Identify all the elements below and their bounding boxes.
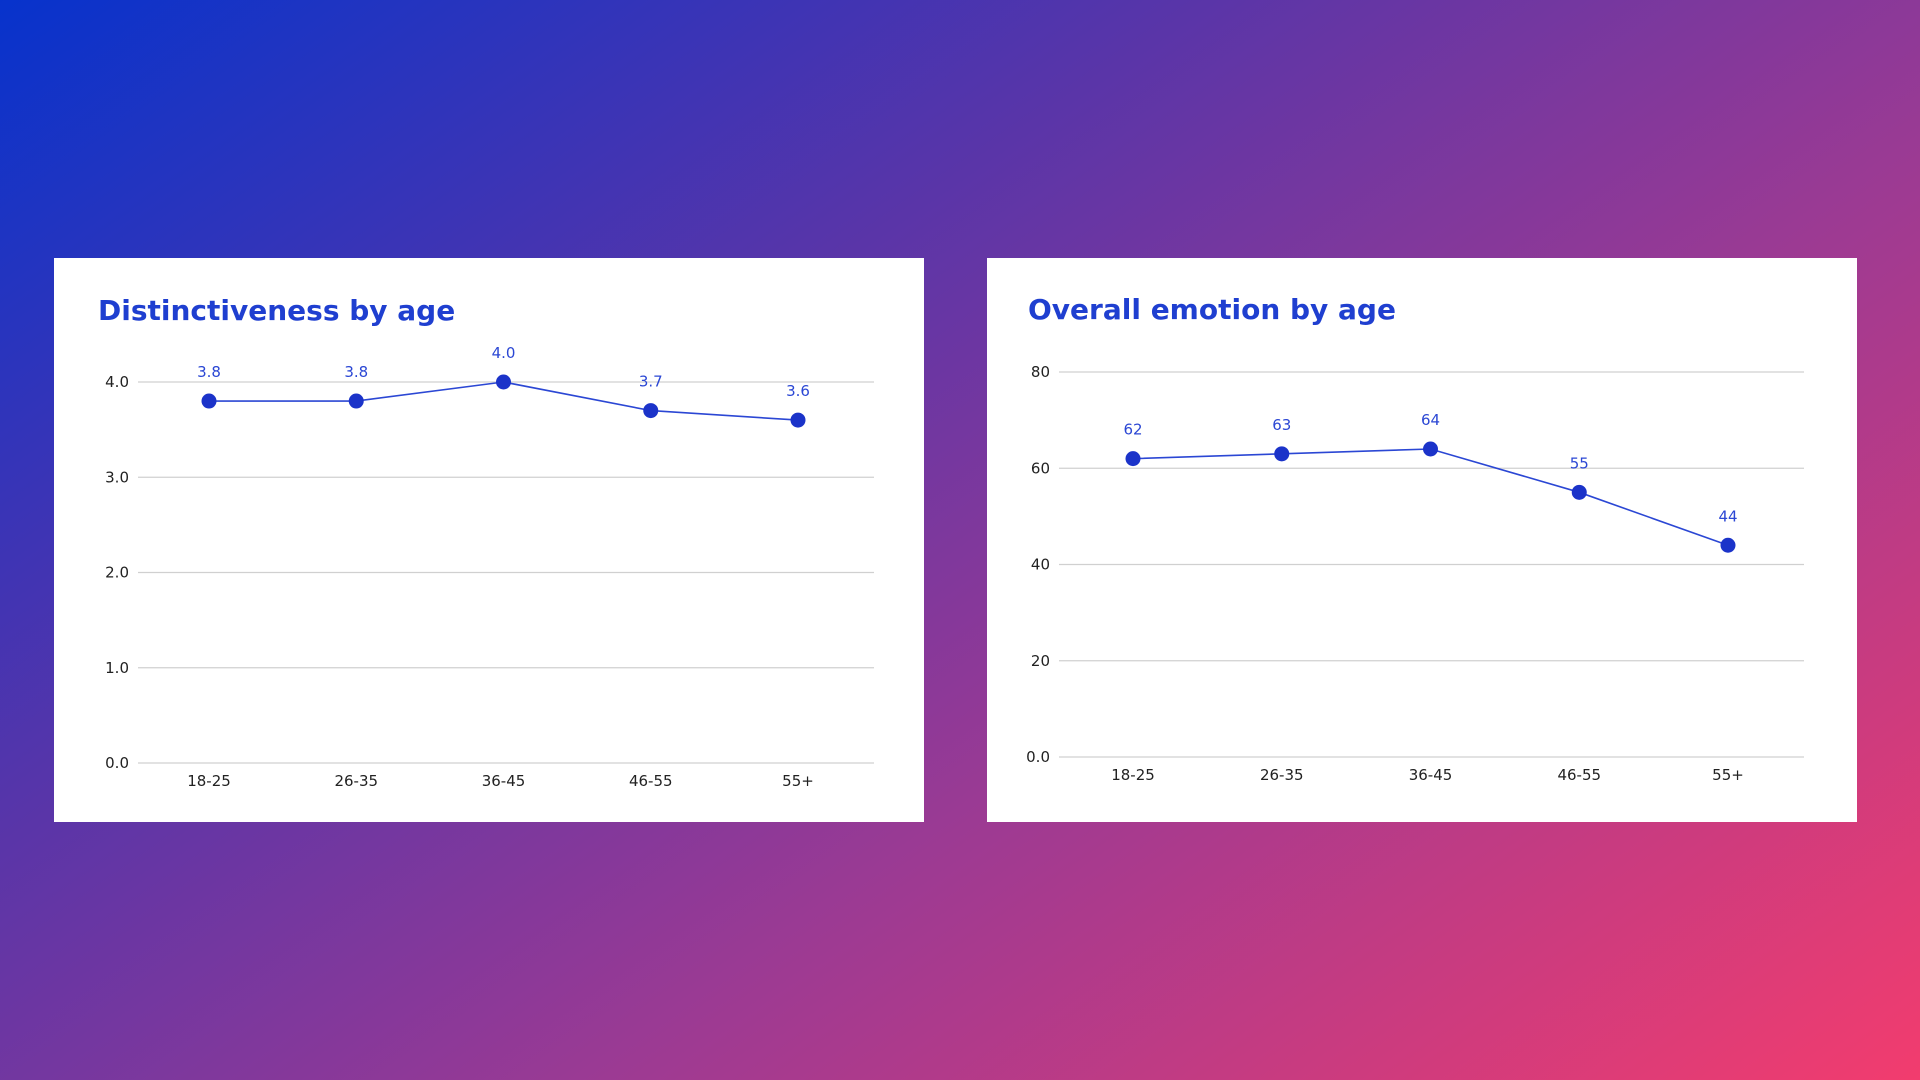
y-tick-label: 80 [1031,363,1050,381]
data-point [790,412,806,428]
series-line [1132,448,1729,547]
x-tick-label: 36-45 [1409,766,1453,784]
x-tick-label: 55+ [1712,766,1744,784]
data-label: 63 [1272,416,1291,434]
distinctiveness-line-chart: 0.0 1.0 2.0 3.0 4.0 18-25 26-35 36-45 46-55 55+ 3.… [105,344,874,790]
y-tick-label: 0.0 [105,754,129,772]
data-label: 4.0 [492,344,516,362]
data-point [1571,484,1587,500]
data-point [348,393,364,409]
x-tick-label: 46-55 [629,772,673,790]
data-label: 55 [1570,454,1589,472]
y-tick-label: 60 [1031,459,1050,477]
x-tick-label: 18-25 [187,772,231,790]
x-tick-label: 36-45 [482,772,526,790]
data-label: 3.6 [786,382,810,400]
y-tick-label: 3.0 [105,468,129,486]
y-tick-label: 2.0 [105,564,129,582]
data-point [643,403,659,419]
overall-emotion-chart-card: Overall emotion by age 0.0 20 40 60 80 18-25 2… [987,258,1857,822]
y-tick-label: 4.0 [105,373,129,391]
data-label: 3.8 [197,363,221,381]
x-tick-label: 18-25 [1111,766,1155,784]
x-tick-label: 46-55 [1557,766,1601,784]
overall-emotion-line-chart: 0.0 20 40 60 80 18-25 26-35 36-45 46-55 55+ 62 63 64… [1026,363,1804,784]
data-point [1274,446,1290,462]
data-point [496,374,511,390]
data-label: 62 [1123,421,1142,439]
x-tick-label: 26-35 [334,772,378,790]
y-tick-label: 20 [1031,652,1050,670]
y-tick-label: 1.0 [105,659,129,677]
data-point [201,393,217,409]
y-tick-label: 0.0 [1026,748,1050,766]
data-point [1125,451,1141,467]
data-label: 3.8 [344,363,368,381]
x-tick-label: 55+ [782,772,814,790]
data-point [1720,537,1736,553]
y-tick-label: 40 [1031,556,1050,574]
data-label: 44 [1718,507,1737,525]
chart-title: Distinctiveness by age [98,294,456,327]
data-point [1423,441,1438,457]
x-tick-label: 26-35 [1260,766,1304,784]
distinctiveness-chart-card: Distinctiveness by age 0.0 1.0 2.0 3.0 4.0 18… [54,258,924,822]
data-label: 64 [1421,411,1440,429]
data-label: 3.7 [639,373,663,391]
chart-title: Overall emotion by age [1028,293,1396,326]
